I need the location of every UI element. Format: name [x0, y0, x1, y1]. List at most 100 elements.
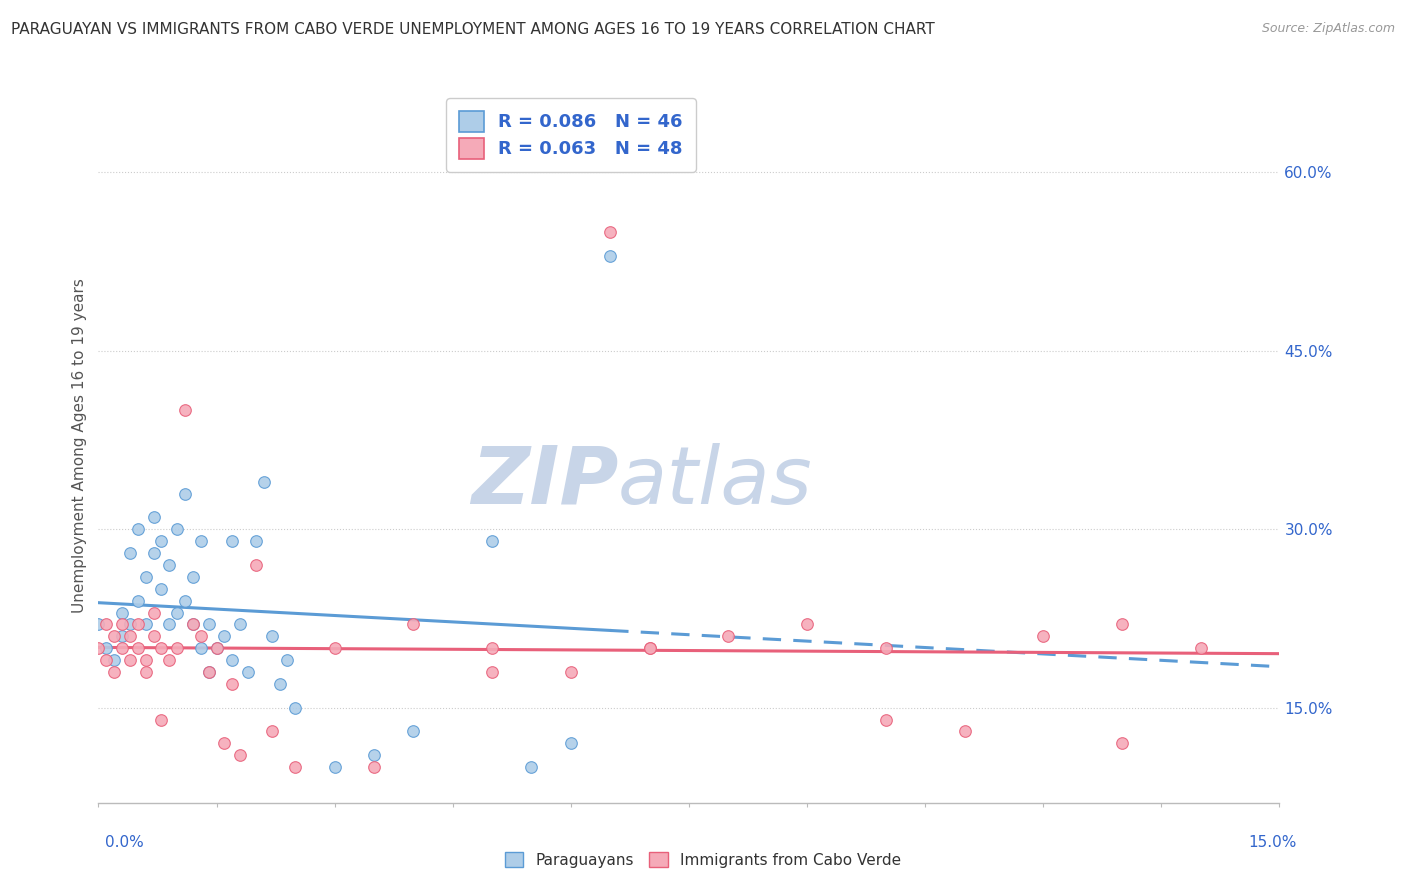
- Point: [599, 225, 621, 239]
- Point: [229, 748, 252, 763]
- Point: [363, 748, 385, 763]
- Point: [190, 534, 212, 549]
- Text: 0.0%: 0.0%: [105, 836, 145, 850]
- Point: [127, 617, 149, 632]
- Point: [87, 617, 110, 632]
- Point: [135, 653, 157, 667]
- Point: [111, 606, 134, 620]
- Point: [214, 629, 236, 643]
- Point: [875, 713, 897, 727]
- Point: [717, 629, 740, 643]
- Point: [1111, 617, 1133, 632]
- Point: [166, 606, 188, 620]
- Point: [111, 641, 134, 656]
- Point: [174, 593, 197, 607]
- Point: [284, 700, 307, 714]
- Point: [103, 629, 125, 643]
- Point: [402, 617, 425, 632]
- Point: [166, 641, 188, 656]
- Y-axis label: Unemployment Among Ages 16 to 19 years: Unemployment Among Ages 16 to 19 years: [72, 278, 87, 614]
- Point: [197, 665, 219, 679]
- Point: [638, 641, 661, 656]
- Point: [363, 760, 385, 774]
- Text: PARAGUAYAN VS IMMIGRANTS FROM CABO VERDE UNEMPLOYMENT AMONG AGES 16 TO 19 YEARS : PARAGUAYAN VS IMMIGRANTS FROM CABO VERDE…: [11, 22, 935, 37]
- Point: [1189, 641, 1212, 656]
- Point: [481, 665, 503, 679]
- Point: [276, 653, 298, 667]
- Point: [197, 617, 219, 632]
- Point: [236, 665, 259, 679]
- Point: [96, 617, 118, 632]
- Point: [174, 486, 197, 500]
- Point: [135, 570, 157, 584]
- Point: [402, 724, 425, 739]
- Point: [221, 677, 243, 691]
- Point: [190, 629, 212, 643]
- Point: [520, 760, 543, 774]
- Point: [1032, 629, 1054, 643]
- Point: [118, 629, 141, 643]
- Point: [190, 641, 212, 656]
- Point: [205, 641, 228, 656]
- Point: [142, 546, 165, 560]
- Point: [181, 617, 204, 632]
- Point: [157, 653, 180, 667]
- Text: 15.0%: 15.0%: [1249, 836, 1296, 850]
- Point: [221, 534, 243, 549]
- Point: [638, 641, 661, 656]
- Point: [260, 724, 283, 739]
- Point: [111, 617, 134, 632]
- Point: [118, 617, 141, 632]
- Point: [284, 760, 307, 774]
- Point: [142, 629, 165, 643]
- Point: [150, 713, 173, 727]
- Point: [150, 534, 173, 549]
- Point: [127, 522, 149, 536]
- Point: [127, 641, 149, 656]
- Point: [142, 510, 165, 524]
- Point: [150, 582, 173, 596]
- Point: [87, 641, 110, 656]
- Point: [135, 665, 157, 679]
- Point: [560, 665, 582, 679]
- Point: [245, 558, 267, 572]
- Point: [221, 653, 243, 667]
- Point: [181, 617, 204, 632]
- Point: [103, 665, 125, 679]
- Point: [260, 629, 283, 643]
- Point: [103, 653, 125, 667]
- Point: [269, 677, 291, 691]
- Point: [96, 641, 118, 656]
- Point: [174, 403, 197, 417]
- Point: [953, 724, 976, 739]
- Point: [150, 641, 173, 656]
- Point: [245, 534, 267, 549]
- Point: [875, 641, 897, 656]
- Point: [118, 653, 141, 667]
- Point: [157, 558, 180, 572]
- Legend: Paraguayans, Immigrants from Cabo Verde: Paraguayans, Immigrants from Cabo Verde: [498, 844, 908, 875]
- Point: [323, 760, 346, 774]
- Point: [197, 665, 219, 679]
- Point: [157, 617, 180, 632]
- Text: Source: ZipAtlas.com: Source: ZipAtlas.com: [1261, 22, 1395, 36]
- Point: [205, 641, 228, 656]
- Point: [796, 617, 818, 632]
- Point: [214, 736, 236, 750]
- Point: [1111, 736, 1133, 750]
- Point: [181, 570, 204, 584]
- Point: [142, 606, 165, 620]
- Point: [96, 653, 118, 667]
- Text: atlas: atlas: [619, 442, 813, 521]
- Point: [481, 534, 503, 549]
- Point: [229, 617, 252, 632]
- Point: [253, 475, 276, 489]
- Point: [135, 617, 157, 632]
- Point: [118, 546, 141, 560]
- Point: [599, 249, 621, 263]
- Point: [560, 736, 582, 750]
- Point: [323, 641, 346, 656]
- Point: [481, 641, 503, 656]
- Point: [127, 593, 149, 607]
- Point: [166, 522, 188, 536]
